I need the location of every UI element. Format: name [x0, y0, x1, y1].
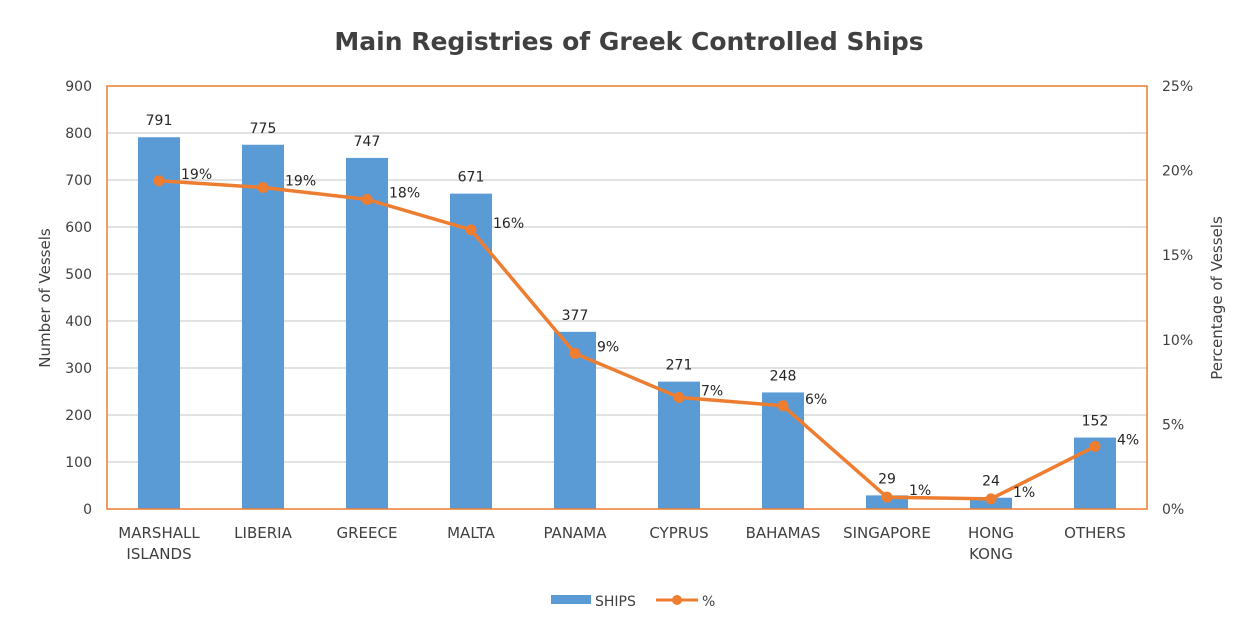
bar	[346, 157, 388, 509]
percent-value-label: 4%	[1117, 432, 1139, 448]
bar	[450, 193, 492, 509]
percent-point	[465, 224, 477, 236]
x-category-label: OTHERS	[1064, 524, 1126, 542]
y2-tick-label: 15%	[1162, 248, 1193, 264]
x-category-label: MALTA	[447, 524, 495, 542]
y-tick-label: 100	[65, 455, 92, 471]
bar-value-label: 791	[146, 113, 173, 129]
bar-value-label: 747	[354, 134, 381, 150]
bar-value-label: 377	[562, 308, 589, 324]
x-category-label: HONG	[968, 524, 1014, 542]
x-category-label: LIBERIA	[234, 524, 292, 542]
x-category-label: KONG	[969, 545, 1013, 563]
y-tick-label: 400	[65, 314, 92, 330]
bar-value-label: 29	[878, 471, 896, 487]
x-category-label: GREECE	[337, 524, 398, 542]
bar	[554, 331, 596, 509]
percent-series-line	[158, 179, 1096, 501]
legend: SHIPS %	[551, 594, 715, 610]
bar-value-label: 152	[1082, 414, 1109, 430]
percent-point	[673, 391, 685, 403]
legend-label-percent: %	[702, 594, 715, 610]
x-category-label: BAHAMAS	[746, 524, 821, 542]
y-axis-ticks: 0 100 200 300 400 500 600 700 800 900	[65, 79, 92, 518]
y2-axis-title: Percentage of Vessels	[1208, 216, 1226, 380]
y2-tick-label: 10%	[1162, 333, 1193, 349]
percent-value-label: 16%	[493, 216, 524, 232]
bar-value-label: 24	[982, 474, 1000, 490]
x-category-label: PANAMA	[543, 524, 607, 542]
bar-value-label: 248	[770, 368, 797, 384]
percent-point	[1089, 440, 1101, 452]
legend-marker-percent	[672, 595, 682, 605]
percent-value-label: 19%	[285, 174, 316, 190]
percent-value-label: 7%	[701, 383, 723, 399]
percent-point	[985, 493, 997, 505]
chart-title: Main Registries of Greek Controlled Ship…	[334, 27, 923, 56]
y-tick-label: 300	[65, 361, 92, 377]
percent-value-label: 18%	[389, 185, 420, 201]
bar-value-label: 775	[250, 121, 277, 137]
x-category-label: CYPRUS	[649, 524, 708, 542]
y-tick-label: 600	[65, 220, 92, 236]
percent-point	[153, 175, 165, 187]
y-tick-label: 200	[65, 408, 92, 424]
x-axis-categories: MARSHALL ISLANDS LIBERIA GREECE MALTA PANAMA C…	[118, 524, 1126, 563]
percent-point	[257, 182, 269, 194]
bar	[138, 137, 180, 510]
y-tick-label: 800	[65, 126, 92, 142]
y2-axis-ticks: 0% 5% 10% 15% 20% 25%	[1162, 79, 1193, 518]
plot-frame	[106, 85, 1148, 510]
percent-point	[569, 347, 581, 359]
percent-value-label: 1%	[909, 483, 931, 499]
y-tick-label: 500	[65, 267, 92, 283]
percent-point	[777, 400, 789, 412]
y2-tick-label: 25%	[1162, 79, 1193, 95]
percent-value-label: 1%	[1013, 485, 1035, 501]
percent-value-label: 9%	[597, 339, 619, 355]
percent-point	[881, 491, 893, 503]
percent-line	[153, 175, 1101, 505]
y2-tick-label: 20%	[1162, 164, 1193, 180]
bars	[138, 137, 1116, 510]
percent-value-label: 19%	[181, 167, 212, 183]
bar	[242, 144, 284, 509]
percent-value-label: 6%	[805, 392, 827, 408]
x-category-label: SINGAPORE	[843, 524, 931, 542]
y-axis-title: Number of Vessels	[36, 228, 54, 368]
data-labels: 791 19% 775 19% 747 18% 671 16% 377 9% 271 7% 248 6% 2…	[146, 113, 1140, 501]
y-tick-label: 0	[83, 502, 92, 518]
y-tick-label: 700	[65, 173, 92, 189]
y-tick-label: 900	[65, 79, 92, 95]
legend-swatch-ships	[551, 595, 591, 604]
y2-tick-label: 0%	[1162, 502, 1184, 518]
legend-label-ships: SHIPS	[595, 594, 636, 610]
bar	[658, 381, 700, 509]
percent-point	[361, 193, 373, 205]
bar-value-label: 671	[458, 170, 485, 186]
x-category-label: ISLANDS	[126, 545, 191, 563]
x-category-label: MARSHALL	[118, 524, 200, 542]
bar-value-label: 271	[666, 358, 693, 374]
bar	[762, 392, 804, 509]
y2-tick-label: 5%	[1162, 417, 1184, 433]
